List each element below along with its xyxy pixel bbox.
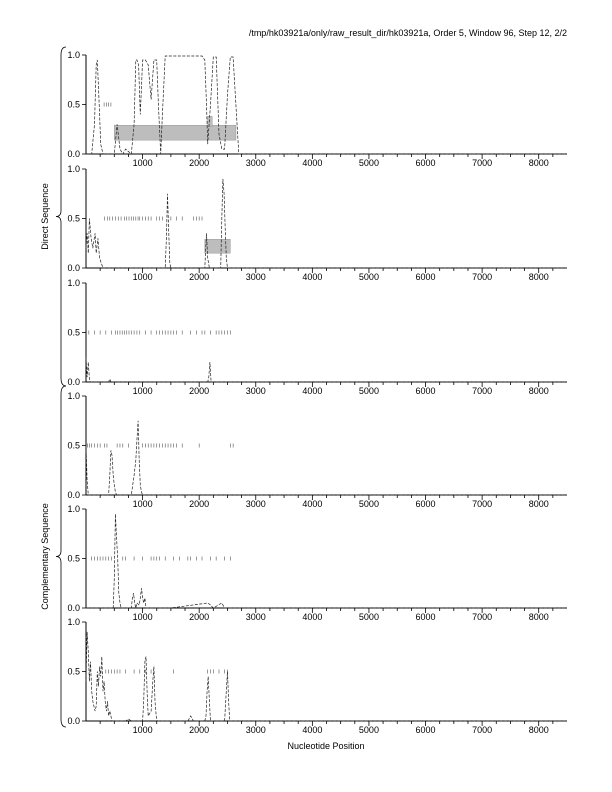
group-braces: Direct Sequence Complementary Sequence [40,46,67,728]
series-line [85,631,567,722]
x-tick-label: 6000 [416,272,436,282]
y-tick-label: 0.0 [67,377,80,387]
y-tick-label: 0.0 [67,263,80,273]
group-label: Direct Sequence [40,183,50,250]
hit-bar [204,239,231,254]
x-axis-title: Nucleotide Position [287,741,364,751]
chart-panel-3: 1000 2000 3000 4000 5000 6000 7000 8000 0.0 0.5 1.… [67,278,567,396]
x-tick-label: 3000 [246,612,266,622]
x-tick-label: 8000 [529,725,549,735]
y-tick-label: 0.5 [67,667,80,677]
x-tick-label: 3000 [246,725,266,735]
y-tick-label: 0.0 [67,149,80,159]
y-tick-label: 0.0 [67,603,80,613]
y-tick-label: 1.0 [67,50,80,60]
x-tick-label: 4000 [302,158,322,168]
chart-panel-1: 1000 2000 3000 4000 5000 6000 7000 8000 0.0 0.5 1.… [67,50,567,168]
panels-group: 1000 2000 3000 4000 5000 6000 7000 8000 0.0 0.5 1.… [67,50,567,735]
chart-panel-2: 1000 2000 3000 4000 5000 6000 7000 8000 0.0 0.5 1.… [67,164,567,282]
x-tick-label: 1000 [133,158,153,168]
x-tick-label: 2000 [189,725,209,735]
x-tick-label: 5000 [359,725,379,735]
y-tick-label: 1.0 [67,164,80,174]
x-tick-label: 3000 [246,272,266,282]
y-tick-label: 0.0 [67,490,80,500]
x-tick-label: 5000 [359,272,379,282]
y-tick-label: 1.0 [67,617,80,627]
x-tick-label: 8000 [529,386,549,396]
y-tick-label: 0.5 [67,328,80,338]
x-tick-label: 1000 [133,386,153,396]
x-tick-label: 8000 [529,612,549,622]
x-tick-label: 6000 [416,725,436,735]
x-tick-label: 6000 [416,158,436,168]
hit-bar [114,125,237,141]
x-tick-label: 2000 [189,612,209,622]
series-line [85,178,567,269]
chart-panel-4: 1000 2000 3000 4000 5000 6000 7000 8000 0.0 0.5 1.… [67,391,567,509]
x-tick-label: 1000 [133,612,153,622]
chart-panel-5: 1000 2000 3000 4000 5000 6000 7000 8000 0.0 0.5 1.… [67,504,567,622]
y-tick-label: 0.5 [67,100,80,110]
y-tick-label: 0.5 [67,214,80,224]
x-tick-label: 1000 [133,272,153,282]
group-brace [55,385,67,728]
x-tick-label: 4000 [302,272,322,282]
y-tick-label: 1.0 [67,278,80,288]
x-tick-label: 6000 [416,612,436,622]
y-tick-label: 1.0 [67,391,80,401]
x-tick-label: 3000 [246,386,266,396]
x-tick-label: 7000 [472,499,492,509]
x-tick-label: 5000 [359,386,379,396]
x-tick-label: 5000 [359,612,379,622]
x-tick-label: 8000 [529,499,549,509]
x-tick-label: 4000 [302,725,322,735]
x-tick-label: 1000 [133,499,153,509]
x-tick-label: 7000 [472,158,492,168]
x-tick-label: 7000 [472,612,492,622]
x-tick-label: 2000 [189,386,209,396]
hit-bar [207,116,213,127]
x-tick-label: 7000 [472,386,492,396]
series-line [85,420,567,496]
x-tick-label: 4000 [302,499,322,509]
y-tick-label: 0.5 [67,441,80,451]
series-line [86,513,567,609]
page-header: /tmp/hk03921a/only/raw_result_dir/hk0392… [249,28,567,38]
chart-panel-6: 1000 2000 3000 4000 5000 6000 7000 8000 0.0 0.5 1.… [67,617,567,735]
x-tick-label: 5000 [359,158,379,168]
x-tick-label: 8000 [529,158,549,168]
y-tick-label: 1.0 [67,504,80,514]
x-tick-label: 6000 [416,499,436,509]
x-tick-label: 8000 [529,272,549,282]
group-label: Complementary Sequence [40,503,50,610]
x-tick-label: 4000 [302,386,322,396]
x-tick-label: 1000 [133,725,153,735]
x-tick-label: 2000 [189,499,209,509]
x-tick-label: 2000 [189,158,209,168]
series-line [85,357,567,383]
x-tick-label: 4000 [302,612,322,622]
group-brace [55,46,67,387]
series-line [86,55,567,155]
x-tick-label: 6000 [416,386,436,396]
y-tick-label: 0.5 [67,554,80,564]
x-tick-label: 7000 [472,272,492,282]
x-tick-label: 3000 [246,499,266,509]
y-tick-label: 0.0 [67,716,80,726]
x-tick-label: 3000 [246,158,266,168]
x-tick-label: 5000 [359,499,379,509]
x-tick-label: 7000 [472,725,492,735]
x-tick-label: 2000 [189,272,209,282]
